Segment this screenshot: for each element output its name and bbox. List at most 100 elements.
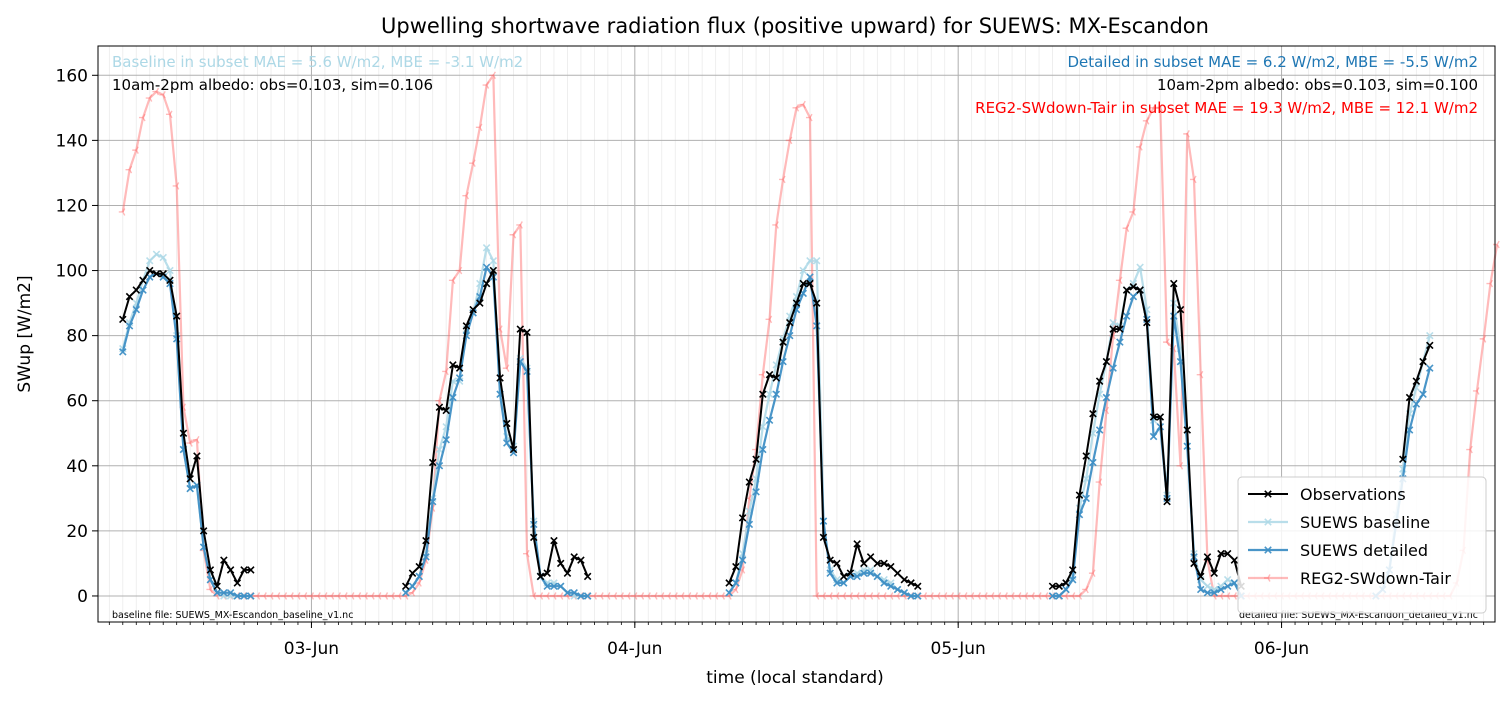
data-point-observations bbox=[556, 559, 565, 568]
data-point-reg2-swdown-tair bbox=[799, 100, 806, 109]
data-point-observations bbox=[860, 559, 868, 568]
data-point-suews-detailed bbox=[563, 588, 572, 597]
data-point-suews-detailed bbox=[482, 263, 491, 272]
y-tick-label: 0 bbox=[77, 587, 88, 607]
data-point-reg2-swdown-tair bbox=[981, 592, 988, 600]
data-point-observations bbox=[1405, 393, 1414, 402]
data-point-reg2-swdown-tair bbox=[388, 592, 395, 600]
data-point-reg2-swdown-tair bbox=[839, 592, 847, 600]
data-point-reg2-swdown-tair bbox=[651, 592, 658, 600]
data-point-suews-detailed bbox=[745, 520, 754, 529]
data-point-observations bbox=[785, 318, 794, 327]
data-point-suews-baseline bbox=[152, 250, 161, 259]
data-point-observations bbox=[846, 569, 855, 577]
data-point-observations bbox=[476, 299, 484, 307]
data-point-observations bbox=[752, 455, 760, 464]
data-point-suews-detailed bbox=[785, 331, 794, 340]
data-point-reg2-swdown-tair bbox=[859, 592, 867, 600]
data-point-reg2-swdown-tair bbox=[677, 592, 685, 600]
data-point-suews-detailed bbox=[422, 553, 430, 561]
data-point-observations bbox=[179, 429, 188, 438]
data-point-suews-baseline bbox=[806, 257, 814, 265]
data-point-observations bbox=[1170, 279, 1178, 288]
data-point-observations bbox=[1419, 357, 1427, 366]
data-point-reg2-swdown-tair bbox=[435, 396, 443, 405]
minor-grid bbox=[108, 46, 1485, 622]
data-point-observations bbox=[428, 458, 437, 467]
data-point-reg2-swdown-tair bbox=[610, 592, 618, 600]
data-point-reg2-swdown-tair bbox=[1041, 592, 1049, 600]
legend-marker-suews-detailed bbox=[1264, 546, 1272, 554]
data-point-observations bbox=[159, 270, 167, 278]
data-point-observations bbox=[482, 279, 491, 288]
data-point-observations bbox=[186, 475, 194, 483]
baseline-file-note: baseline file: SUEWS_MX-Escandon_baselin… bbox=[112, 610, 353, 621]
data-point-reg2-swdown-tair bbox=[374, 592, 382, 600]
data-point-observations bbox=[543, 569, 551, 577]
data-point-observations bbox=[1412, 377, 1421, 385]
data-point-observations bbox=[489, 266, 498, 275]
data-point-reg2-swdown-tair bbox=[637, 592, 645, 600]
data-point-suews-detailed bbox=[765, 416, 774, 425]
data-point-reg2-swdown-tair bbox=[361, 592, 368, 600]
data-point-observations bbox=[1068, 566, 1077, 574]
data-point-suews-detailed bbox=[893, 585, 902, 594]
data-point-observations bbox=[401, 582, 410, 590]
data-point-reg2-swdown-tair bbox=[1223, 592, 1231, 600]
data-point-reg2-swdown-tair bbox=[300, 592, 308, 600]
data-point-reg2-swdown-tair bbox=[1129, 208, 1136, 216]
data-point-reg2-swdown-tair bbox=[307, 592, 315, 600]
y-tick-label: 160 bbox=[56, 66, 88, 86]
data-point-reg2-swdown-tair bbox=[691, 592, 699, 600]
data-point-reg2-swdown-tair bbox=[846, 592, 854, 600]
data-point-reg2-swdown-tair bbox=[1472, 387, 1480, 395]
data-point-reg2-swdown-tair bbox=[1466, 445, 1473, 454]
data-point-reg2-swdown-tair bbox=[260, 592, 267, 600]
data-point-suews-detailed bbox=[550, 582, 558, 590]
data-point-reg2-swdown-tair bbox=[165, 110, 173, 119]
data-point-observations bbox=[435, 403, 444, 411]
data-point-observations bbox=[570, 553, 578, 561]
data-point-observations bbox=[812, 299, 821, 307]
data-point-reg2-swdown-tair bbox=[139, 113, 146, 122]
data-point-observations bbox=[1149, 413, 1158, 421]
data-point-observations bbox=[583, 572, 592, 581]
baseline-stats: Baseline in subset MAE = 5.6 W/m2, MBE =… bbox=[112, 53, 523, 71]
data-point-reg2-swdown-tair bbox=[314, 592, 321, 600]
data-point-reg2-swdown-tair bbox=[812, 592, 820, 600]
reg2-stats: REG2-SWdown-Tair in subset MAE = 19.3 W/… bbox=[975, 99, 1478, 117]
data-point-reg2-swdown-tair bbox=[644, 592, 651, 600]
data-point-reg2-swdown-tair bbox=[1486, 279, 1494, 288]
data-point-suews-detailed bbox=[1426, 364, 1434, 372]
data-point-observations bbox=[732, 562, 740, 571]
data-point-observations bbox=[1089, 409, 1097, 418]
data-point-reg2-swdown-tair bbox=[853, 592, 860, 600]
y-tick-label: 20 bbox=[66, 522, 88, 542]
data-point-suews-detailed bbox=[1068, 575, 1077, 584]
data-point-observations bbox=[826, 556, 834, 564]
data-point-reg2-swdown-tair bbox=[657, 592, 665, 600]
data-point-observations bbox=[172, 312, 181, 320]
data-point-reg2-swdown-tair bbox=[886, 592, 894, 600]
data-point-suews-detailed bbox=[833, 579, 841, 587]
data-point-observations bbox=[1055, 582, 1064, 590]
data-point-observations bbox=[738, 514, 747, 522]
y-axis: 0 20 40 60 80 100 120 140 160 bbox=[56, 66, 98, 607]
data-point-observations bbox=[449, 361, 457, 369]
data-point-suews-detailed bbox=[732, 579, 740, 587]
data-point-suews-detailed bbox=[880, 579, 888, 587]
data-point-observations bbox=[873, 559, 882, 568]
legend-label-suews-baseline: SUEWS baseline bbox=[1300, 513, 1430, 532]
detailed-file-note: detailed file: SUEWS_MX-Escandon_detaile… bbox=[1239, 610, 1478, 621]
data-point-reg2-swdown-tair bbox=[1122, 224, 1130, 233]
data-point-reg2-swdown-tair bbox=[1149, 104, 1157, 112]
data-point-suews-detailed bbox=[583, 592, 592, 600]
x-axis-label: time (local standard) bbox=[706, 668, 884, 688]
data-point-reg2-swdown-tair bbox=[287, 592, 294, 600]
legend-label-reg2-swdown-tair: REG2-SWdown-Tair bbox=[1300, 569, 1451, 588]
data-point-observations bbox=[563, 569, 572, 577]
data-point-suews-detailed bbox=[401, 588, 410, 597]
data-point-suews-detailed bbox=[240, 592, 248, 600]
data-point-reg2-swdown-tair bbox=[442, 367, 449, 376]
data-point-observations bbox=[792, 299, 801, 307]
